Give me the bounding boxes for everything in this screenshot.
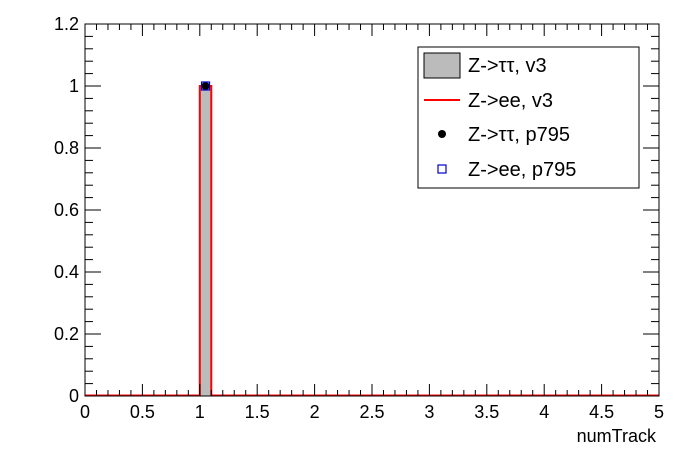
x-tick-label: 1.5 bbox=[245, 402, 270, 422]
data-markers bbox=[200, 81, 211, 91]
x-tick-label: 3 bbox=[424, 402, 434, 422]
hist-bar bbox=[199, 85, 212, 397]
legend-swatch-circle bbox=[438, 130, 446, 138]
legend-swatch-square bbox=[437, 164, 447, 174]
y-tick-labels: 0 0.2 0.4 0.6 0.8 1 1.2 bbox=[54, 14, 79, 406]
y-tick-label: 0.4 bbox=[54, 262, 79, 282]
legend-label: Z->ττ, v3 bbox=[468, 55, 547, 77]
y-tick-label: 0 bbox=[69, 386, 79, 406]
legend-label: Z->ee, p795 bbox=[468, 159, 576, 181]
y-tick-label: 1.2 bbox=[54, 14, 79, 34]
x-tick-label: 2 bbox=[310, 402, 320, 422]
x-tick-labels: 0 0.5 1 1.5 2 2.5 3 3.5 4 4.5 5 bbox=[80, 402, 664, 422]
legend: Z->ττ, v3 Z->ee, v3 Z->ττ, p795 Z->ee, p795 bbox=[417, 46, 640, 189]
legend-label: Z->ττ, p795 bbox=[468, 124, 570, 146]
x-axis-title: numTrack bbox=[577, 426, 657, 446]
histogram-bars bbox=[199, 85, 212, 397]
x-tick-label: 0 bbox=[80, 402, 90, 422]
x-tick-label: 4.5 bbox=[589, 402, 614, 422]
axis-ticks bbox=[84, 23, 660, 397]
data-point-square bbox=[200, 81, 211, 91]
y-tick-label: 0.2 bbox=[54, 324, 79, 344]
x-tick-label: 1 bbox=[195, 402, 205, 422]
y-tick-label: 1 bbox=[69, 76, 79, 96]
x-tick-label: 4 bbox=[539, 402, 549, 422]
x-tick-label: 2.5 bbox=[359, 402, 384, 422]
legend-label: Z->ee, v3 bbox=[468, 90, 553, 112]
y-tick-label: 0.6 bbox=[54, 200, 79, 220]
legend-swatch-fill bbox=[423, 52, 461, 79]
x-tick-label: 0.5 bbox=[130, 402, 155, 422]
x-tick-label: 5 bbox=[654, 402, 664, 422]
y-tick-label: 0.8 bbox=[54, 138, 79, 158]
x-tick-label: 3.5 bbox=[474, 402, 499, 422]
data-point-circle bbox=[201, 82, 210, 90]
